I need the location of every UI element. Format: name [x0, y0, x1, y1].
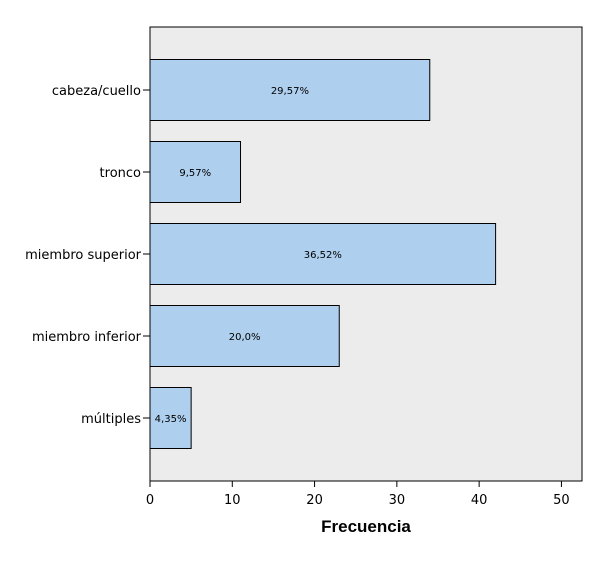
x-tick-label: 30: [389, 493, 406, 508]
y-tick-label: cabeza/cuello: [52, 84, 141, 99]
x-axis-ticks: 0 10 20 30 40 50: [146, 481, 570, 508]
y-tick-label: tronco: [100, 166, 141, 181]
x-tick-label: 10: [224, 493, 241, 508]
bar-data-label: 36,52%: [304, 250, 342, 261]
bar: [149, 223, 497, 285]
bar-data-label: 20,0%: [229, 332, 261, 343]
y-axis-ticks: cabeza/cuello tronco miembro superior miemb…: [25, 84, 150, 427]
y-tick-label: miembro inferior: [32, 330, 142, 345]
x-tick-label: 20: [306, 493, 323, 508]
x-tick-label: 50: [553, 493, 570, 508]
bars: 29,57% 9,57% 36,52% 20,0% 4,35%: [149, 59, 497, 449]
bar: [149, 141, 242, 203]
bar: [149, 59, 431, 121]
bar-data-label: 9,57%: [179, 168, 211, 179]
bar-data-label: 29,57%: [271, 86, 309, 97]
y-tick-label: múltiples: [81, 412, 141, 427]
bar-data-label: 4,35%: [155, 414, 187, 425]
bar: [149, 305, 340, 367]
x-tick-label: 40: [471, 493, 488, 508]
x-tick-label: 0: [146, 493, 154, 508]
x-axis-title: Frecuencia: [321, 517, 411, 536]
y-tick-label: miembro superior: [25, 248, 142, 263]
